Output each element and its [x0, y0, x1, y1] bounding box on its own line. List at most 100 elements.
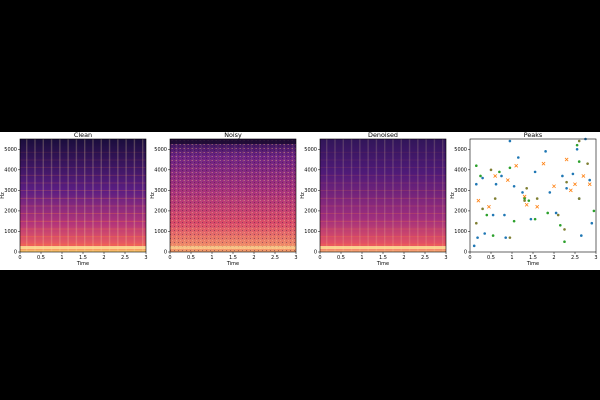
scatter-point: [523, 199, 526, 202]
x-tick-label: 2.5: [421, 255, 429, 261]
x-axis-label: Time: [226, 261, 239, 267]
y-tick-label: 3000: [4, 188, 17, 194]
onset-column: [192, 139, 194, 252]
top-dark-strip: [170, 139, 296, 144]
x-tick-label: 2: [252, 255, 255, 261]
scatter-point-x: [524, 202, 529, 207]
scatter-point: [554, 211, 558, 215]
scatter-point: [483, 232, 487, 235]
scatter-point: [475, 221, 478, 225]
scatter-point: [529, 217, 533, 221]
onset-column: [367, 139, 369, 252]
y-tick-label: 3000: [154, 188, 167, 194]
plot-area: [470, 139, 596, 252]
y-tick-label: 5000: [454, 147, 467, 153]
x-tick-label: 1.5: [229, 255, 237, 261]
scatter-point: [494, 182, 498, 186]
scatter-point: [565, 187, 568, 190]
onset-column: [117, 139, 119, 252]
scatter-point: [508, 166, 512, 170]
scatter-point: [533, 170, 537, 174]
x-tick-label: 1: [210, 255, 213, 261]
scatter-point: [472, 244, 476, 248]
y-tick-label: 0: [464, 250, 467, 256]
onset-column: [425, 139, 427, 252]
onset-column: [242, 139, 244, 252]
onset-column: [108, 139, 111, 252]
x-tick-label: 0.5: [187, 255, 195, 261]
scatter-point: [546, 211, 549, 215]
y-tick-label: 4000: [4, 168, 17, 174]
y-tick-label: 0: [314, 250, 317, 256]
scatter-point: [476, 236, 479, 239]
onset-column: [433, 139, 436, 252]
scatter-point: [512, 219, 516, 223]
onset-column: [225, 139, 228, 252]
onset-column: [400, 139, 402, 252]
scatter-point: [559, 223, 562, 227]
scatter-point: [491, 234, 495, 237]
x-tick-label: 1: [360, 255, 363, 261]
x-tick-label: 2.5: [271, 255, 279, 261]
y-tick-label: 1000: [4, 229, 17, 235]
spectrogram-image: [320, 139, 446, 252]
x-tick-label: 0.5: [37, 255, 45, 261]
onset-column: [176, 139, 178, 252]
y-tick-label: 0: [164, 250, 167, 256]
scatter-point: [485, 213, 489, 217]
panel-peaks: Peaks 0 0.5 1 1.5 2 2.5 3 0 1000 2000 3000 4000 5000 T…: [450, 132, 598, 267]
panel-clean: Clean 0 0.5 1 1.5 2 2.5 3 0 1000 2000 3000 4000 5000 T…: [0, 132, 148, 267]
scatter-point: [508, 139, 512, 143]
onset-column: [384, 139, 386, 252]
panel-title: Denoised: [368, 132, 398, 139]
x-axis-label: Time: [76, 261, 89, 267]
scatter-point: [590, 221, 594, 225]
x-tick-label: 1: [60, 255, 63, 261]
panel-title: Clean: [74, 132, 92, 139]
onset-column: [100, 139, 102, 252]
scatter-point: [571, 172, 575, 176]
scatter-point: [523, 197, 526, 200]
scatter-point: [475, 164, 478, 168]
panel-title: Peaks: [524, 132, 543, 139]
onset-column: [217, 139, 219, 252]
scatter-point: [479, 174, 482, 178]
onset-column: [59, 139, 61, 252]
onset-column: [125, 139, 127, 252]
onset-column: [234, 139, 236, 252]
x-tick-label: 0: [468, 255, 471, 261]
x-tick-label: 3: [594, 255, 597, 261]
scatter-point: [577, 139, 581, 143]
scatter-point-x: [564, 157, 569, 162]
y-tick-label: 2000: [154, 209, 167, 215]
scatter-point-x: [552, 184, 556, 189]
scatter-point: [580, 234, 583, 237]
panel-noisy: Noisy 0 0.5 1 1.5 2 2.5 3 0 1000 2000 3000 4000 5000 T…: [150, 132, 298, 267]
scatter-point-x: [514, 163, 519, 168]
y-tick-label: 4000: [154, 168, 167, 174]
scatter-point: [548, 191, 552, 194]
x-tick-label: 1: [510, 255, 513, 261]
onset-column: [26, 139, 28, 252]
y-tick-label: 5000: [304, 147, 317, 153]
scatter-point: [527, 199, 531, 202]
onset-column: [184, 139, 186, 252]
x-tick-label: 0: [168, 255, 171, 261]
onset-column: [75, 139, 78, 252]
y-axis-label: Hz: [450, 192, 456, 199]
y-tick-label: 4000: [454, 168, 467, 174]
scatter-point: [504, 236, 508, 239]
scatter-point: [575, 143, 579, 147]
scatter-point: [508, 236, 512, 239]
x-tick-label: 3: [294, 255, 297, 261]
onset-column: [34, 139, 36, 252]
low-frequency-band: [320, 246, 446, 249]
noise-texture: [170, 139, 296, 252]
scatter-point-x: [476, 198, 481, 203]
onset-column: [209, 139, 211, 252]
onset-column: [258, 139, 261, 252]
x-axis-label: Time: [526, 261, 539, 267]
scatter-point: [565, 180, 568, 184]
onset-column: [375, 139, 378, 252]
scatter-point-x: [541, 161, 546, 166]
